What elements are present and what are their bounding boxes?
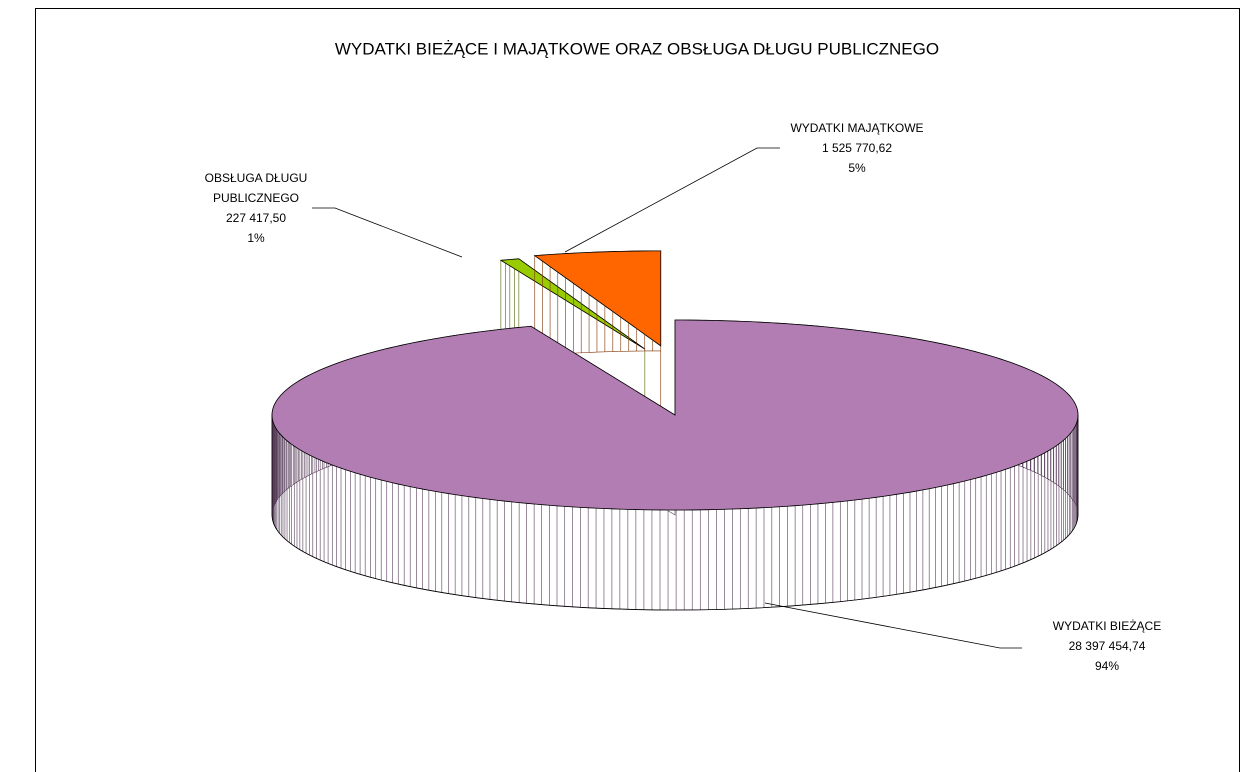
label-percent: 94% bbox=[1094, 659, 1120, 673]
label-percent: 1% bbox=[247, 231, 265, 245]
leader-line bbox=[312, 207, 463, 258]
leader-line bbox=[764, 602, 1022, 649]
label-percent: 5% bbox=[848, 161, 866, 175]
slice-top bbox=[271, 319, 1079, 511]
slice-top bbox=[533, 250, 662, 347]
leader-line bbox=[564, 147, 780, 253]
label-name: OBSŁUGA DŁUGU PUBLICZNEGO bbox=[204, 171, 308, 205]
data-label: OBSŁUGA DŁUGU PUBLICZNEGO 227 417,50 1% bbox=[186, 168, 326, 248]
label-value: 1 525 770,62 bbox=[821, 141, 893, 155]
side-outline bbox=[271, 415, 1079, 611]
label-value: 227 417,50 bbox=[225, 211, 287, 225]
data-label: WYDATKI MAJĄTKOWE 1 525 770,62 5% bbox=[747, 118, 967, 178]
label-name: WYDATKI MAJĄTKOWE bbox=[790, 121, 924, 135]
chart-frame bbox=[35, 8, 1240, 772]
label-name: WYDATKI BIEŻĄCE bbox=[1052, 619, 1162, 633]
slice-top bbox=[499, 258, 646, 350]
chart-title: WYDATKI BIEŻĄCE I MAJĄTKOWE ORAZ OBSŁUGA… bbox=[335, 39, 939, 58]
label-value: 28 397 454,74 bbox=[1068, 639, 1146, 653]
data-label: WYDATKI BIEŻĄCE 28 397 454,74 94% bbox=[1007, 616, 1207, 676]
